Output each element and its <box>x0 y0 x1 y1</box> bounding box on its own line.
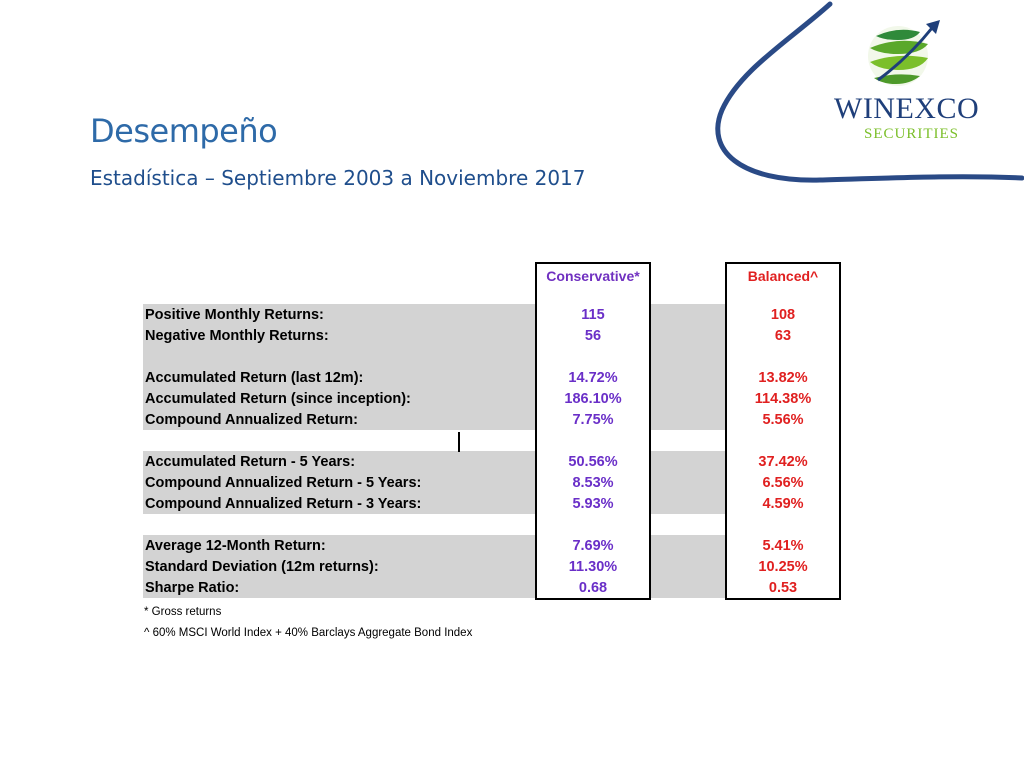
conservative-value: 56 <box>584 328 602 344</box>
table-row: Accumulated Return (last 12m): 14.72% 13… <box>143 368 843 389</box>
page-title: Desempeño <box>90 112 278 150</box>
balanced-value: 108 <box>770 307 796 323</box>
conservative-value: 11.30% <box>568 559 618 575</box>
row-label: Accumulated Return - 5 Years: <box>145 454 356 470</box>
row-label: Accumulated Return (last 12m): <box>145 370 364 386</box>
conservative-value: 8.53% <box>572 475 614 491</box>
conservative-value: 7.75% <box>572 412 614 428</box>
footnote-benchmark: ^ 60% MSCI World Index + 40% Barclays Ag… <box>144 627 473 639</box>
balanced-value: 0.53 <box>768 580 798 596</box>
decorative-swoosh <box>715 1 1024 183</box>
balanced-column: Balanced^ <box>725 262 841 600</box>
globe-arrow-icon <box>868 20 940 86</box>
conservative-value: 50.56% <box>568 454 618 470</box>
conservative-value: 186.10% <box>564 391 622 407</box>
balanced-value: 37.42% <box>758 454 808 470</box>
table-row: Accumulated Return (since inception): 18… <box>143 389 843 410</box>
page-subtitle: Estadística – Septiembre 2003 a Noviembr… <box>90 166 586 190</box>
footnotes: * Gross returns ^ 60% MSCI World Index +… <box>144 602 472 644</box>
conservative-header: Conservative* <box>546 268 640 284</box>
balanced-value: 4.59% <box>762 496 804 512</box>
conservative-value: 115 <box>581 307 605 323</box>
table-row: Standard Deviation (12m returns): 11.30%… <box>143 557 843 578</box>
conservative-value: 14.72% <box>568 370 618 386</box>
divider-tick <box>458 432 460 452</box>
row-label: Positive Monthly Returns: <box>145 307 324 323</box>
row-band <box>143 304 840 367</box>
conservative-column: Conservative* <box>535 262 651 600</box>
balanced-value: 114.38% <box>754 391 812 407</box>
balanced-value: 10.25% <box>758 559 808 575</box>
row-band <box>143 451 840 514</box>
row-label: Average 12-Month Return: <box>145 538 326 554</box>
row-label: Negative Monthly Returns: <box>145 328 329 344</box>
table-row: Compound Annualized Return: 7.75% 5.56% <box>143 410 843 431</box>
row-label: Compound Annualized Return: <box>145 412 358 428</box>
row-label: Standard Deviation (12m returns): <box>145 559 379 575</box>
performance-table: Conservative* Balanced^ Positive Monthly… <box>143 262 843 602</box>
balanced-value: 6.56% <box>762 475 804 491</box>
row-label: Accumulated Return (since inception): <box>145 391 411 407</box>
balanced-header: Balanced^ <box>747 268 819 284</box>
row-band <box>143 535 840 598</box>
table-row: Negative Monthly Returns: 56 63 <box>143 326 843 347</box>
row-label: Compound Annualized Return - 5 Years: <box>145 475 422 491</box>
table-row: Compound Annualized Return - 5 Years: 8.… <box>143 473 843 494</box>
row-label: Sharpe Ratio: <box>145 580 240 596</box>
logo-tagline: SECURITIES <box>864 126 960 142</box>
row-band <box>143 367 840 430</box>
balanced-value: 13.82% <box>758 370 808 386</box>
table-row: Accumulated Return - 5 Years: 50.56% 37.… <box>143 452 843 473</box>
winexco-logo: WINEXCO SECURITIES <box>830 18 980 148</box>
logo-wordmark: WINEXCO <box>834 92 980 125</box>
footnote-gross: * Gross returns <box>144 606 222 618</box>
table-row: Positive Monthly Returns: 115 108 <box>143 305 843 326</box>
conservative-value: 7.69% <box>572 538 614 554</box>
balanced-value: 5.41% <box>762 538 804 554</box>
table-row: Sharpe Ratio: 0.68 0.53 <box>143 578 843 599</box>
balanced-value: 5.56% <box>762 412 804 428</box>
table-row: Compound Annualized Return - 3 Years: 5.… <box>143 494 843 515</box>
balanced-value: 63 <box>774 328 792 344</box>
table-row: Average 12-Month Return: 7.69% 5.41% <box>143 536 843 557</box>
conservative-value: 0.68 <box>578 580 608 596</box>
row-label: Compound Annualized Return - 3 Years: <box>145 496 422 512</box>
conservative-value: 5.93% <box>572 496 614 512</box>
